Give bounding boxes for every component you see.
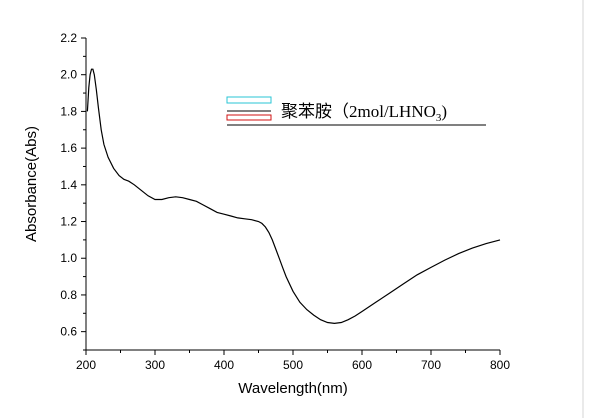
- y-tick-label: 1.4: [60, 178, 77, 192]
- y-tick-label: 0.8: [60, 288, 77, 302]
- x-ticks: 200 300 400 500 600 700 800: [76, 350, 510, 372]
- y-tick-label: 1.2: [60, 215, 77, 229]
- x-tick-label: 400: [214, 358, 234, 372]
- x-tick-label: 200: [76, 358, 96, 372]
- x-axis-title: Wavelength(nm): [238, 380, 347, 397]
- y-tick-label: 1.6: [60, 141, 77, 155]
- y-axis-title: Absorbance(Abs): [23, 126, 40, 242]
- x-tick-label: 300: [145, 358, 165, 372]
- x-tick-label: 700: [421, 358, 441, 372]
- legend-swatch-cyan: [226, 96, 272, 104]
- y-tick-label: 1.8: [60, 104, 77, 118]
- y-tick-label: 0.6: [60, 325, 77, 339]
- x-tick-label: 500: [283, 358, 303, 372]
- legend-swatch-red: [226, 114, 272, 121]
- y-tick-label: 1.0: [60, 251, 77, 265]
- legend-label: 聚苯胺（2mol/LHNO3): [281, 102, 447, 124]
- y-tick-label: 2.0: [60, 68, 77, 82]
- x-tick-label: 800: [490, 358, 510, 372]
- y-ticks: 0.6 0.8 1.0 1.2 1.4 1.6 1.8 2.0 2.2: [60, 31, 86, 351]
- legend: 聚苯胺（2mol/LHNO3): [226, 96, 486, 126]
- series-line-polyaniline: [86, 68, 501, 325]
- x-tick-label: 600: [352, 358, 372, 372]
- y-tick-label: 2.2: [60, 31, 77, 45]
